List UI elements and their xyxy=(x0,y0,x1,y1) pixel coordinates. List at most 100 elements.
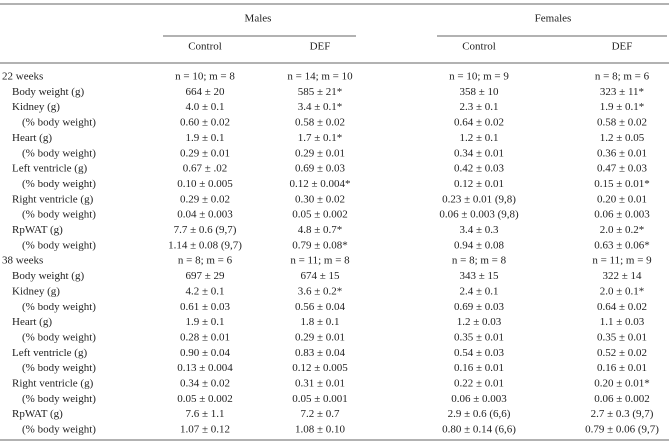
cell: n = 10; m = 8 xyxy=(175,71,235,83)
row-label: Heart (g) xyxy=(12,316,52,328)
cell: 0.83 ± 0.04 xyxy=(295,347,346,359)
cell: 3.4 ± 0.3 xyxy=(459,224,499,236)
cell: 1.07 ± 0.12 xyxy=(180,424,230,436)
cell: 0.58 ± 0.02 xyxy=(295,117,345,129)
cell: 0.20 ± 0.01* xyxy=(594,378,650,390)
cell: 1.8 ± 0.1 xyxy=(300,316,339,328)
row-label: RpWAT (g) xyxy=(12,408,63,420)
cell: 4.8 ± 0.7* xyxy=(298,224,343,236)
cell: 0.30 ± 0.02 xyxy=(295,193,345,205)
cell: 4.0 ± 0.1 xyxy=(185,101,224,113)
cell: 0.79 ± 0.06 (9,7) xyxy=(585,424,659,436)
cell: 0.20 ± 0.01 xyxy=(597,193,647,205)
cell: 0.61 ± 0.03 xyxy=(180,301,231,313)
cell: 2.3 ± 0.1 xyxy=(459,101,498,113)
cell: 0.12 ± 0.005 xyxy=(292,362,348,374)
cell: 664 ± 20 xyxy=(185,86,225,98)
cell: n = 8; m = 8 xyxy=(452,255,507,267)
cell: 0.79 ± 0.08* xyxy=(292,239,348,251)
cell: 0.90 ± 0.04 xyxy=(180,347,231,359)
cell: 0.28 ± 0.01 xyxy=(180,331,230,343)
cell: 1.7 ± 0.1* xyxy=(298,132,343,144)
cell: 322 ± 14 xyxy=(602,270,642,282)
cell: n = 11; m = 8 xyxy=(290,255,350,267)
column-header: DEF xyxy=(612,41,633,53)
section-label: 22 weeks xyxy=(2,71,43,83)
cell: 0.05 ± 0.002 xyxy=(292,209,348,221)
cell: 0.69 ± 0.03 xyxy=(295,163,346,175)
cell: 0.36 ± 0.01 xyxy=(597,147,647,159)
cell: 0.35 ± 0.01 xyxy=(454,331,504,343)
cell: 697 ± 29 xyxy=(185,270,225,282)
row-label: RpWAT (g) xyxy=(12,224,63,236)
cell: 2.0 ± 0.2* xyxy=(600,224,645,236)
cell: 1.9 ± 0.1 xyxy=(185,316,224,328)
cell: 4.2 ± 0.1 xyxy=(185,285,224,297)
row-sublabel: (% body weight) xyxy=(22,362,96,374)
row-label: Body weight (g) xyxy=(12,86,84,98)
cell: 3.6 ± 0.2* xyxy=(298,285,343,297)
cell: 1.2 ± 0.1 xyxy=(459,132,498,144)
row-label: Left ventricle (g) xyxy=(12,163,87,175)
cell: 0.12 ± 0.01 xyxy=(454,178,504,190)
cell: 0.34 ± 0.02 xyxy=(180,378,230,390)
group-header: Females xyxy=(535,13,572,25)
cell: 0.52 ± 0.02 xyxy=(597,347,647,359)
cell: 1.2 ± 0.05 xyxy=(600,132,645,144)
cell: 0.10 ± 0.005 xyxy=(177,178,233,190)
cell: 0.23 ± 0.01 (9,8) xyxy=(442,193,516,205)
cell: 3.4 ± 0.1* xyxy=(298,101,343,113)
cell: 0.64 ± 0.02 xyxy=(597,301,647,313)
cell: 0.35 ± 0.01 xyxy=(597,331,647,343)
cell: 0.94 ± 0.08 xyxy=(454,239,505,251)
cell: 0.29 ± 0.01 xyxy=(295,331,345,343)
cell: 7.2 ± 0.7 xyxy=(300,408,340,420)
row-sublabel: (% body weight) xyxy=(22,209,96,221)
row-label: Body weight (g) xyxy=(12,270,84,282)
cell: 343 ± 15 xyxy=(459,270,499,282)
cell: 2.4 ± 0.1 xyxy=(459,285,498,297)
column-header: Control xyxy=(462,41,496,53)
cell: 0.64 ± 0.02 xyxy=(454,117,504,129)
cell: 0.12 ± 0.004* xyxy=(289,178,350,190)
cell: 0.05 ± 0.002 xyxy=(177,393,233,405)
row-sublabel: (% body weight) xyxy=(22,117,96,129)
cell: 2.9 ± 0.6 (6,6) xyxy=(448,408,511,420)
row-sublabel: (% body weight) xyxy=(22,301,96,313)
cell: 0.06 ± 0.003 xyxy=(451,393,507,405)
column-header: Control xyxy=(188,41,222,53)
cell: 0.06 ± 0.003 (9,8) xyxy=(439,209,519,221)
section-label: 38 weeks xyxy=(2,255,43,267)
row-label: Kidney (g) xyxy=(12,285,60,297)
row-sublabel: (% body weight) xyxy=(22,147,96,159)
cell: n = 8; m = 6 xyxy=(595,71,650,83)
row-label: Kidney (g) xyxy=(12,101,60,113)
cell: 1.9 ± 0.1 xyxy=(185,132,224,144)
cell: n = 8; m = 6 xyxy=(178,255,233,267)
cell: 0.13 ± 0.004 xyxy=(177,362,233,374)
row-sublabel: (% body weight) xyxy=(22,331,96,343)
cell: 0.06 ± 0.002 xyxy=(594,393,650,405)
cell: 0.06 ± 0.003 xyxy=(594,209,650,221)
row-label: Right ventricle (g) xyxy=(12,378,94,390)
row-label: Heart (g) xyxy=(12,132,52,144)
row-sublabel: (% body weight) xyxy=(22,239,96,251)
group-header: Males xyxy=(245,13,272,25)
cell: 7.7 ± 0.6 (9,7) xyxy=(174,224,237,236)
cell: 0.80 ± 0.14 (6,6) xyxy=(442,424,516,436)
cell: 358 ± 10 xyxy=(459,86,499,98)
column-header: DEF xyxy=(310,41,331,53)
cell: 1.2 ± 0.03 xyxy=(457,316,502,328)
cell: 1.08 ± 0.10 xyxy=(295,424,346,436)
cell: 323 ± 11* xyxy=(600,86,644,98)
cell: 674 ± 15 xyxy=(300,270,340,282)
cell: 0.58 ± 0.02 xyxy=(597,117,647,129)
row-sublabel: (% body weight) xyxy=(22,393,96,405)
cell: 0.15 ± 0.01* xyxy=(594,178,650,190)
cell: 0.05 ± 0.001 xyxy=(292,393,348,405)
row-sublabel: (% body weight) xyxy=(22,178,96,190)
cell: 0.16 ± 0.01 xyxy=(597,362,647,374)
cell: 0.29 ± 0.01 xyxy=(295,147,345,159)
cell: 0.04 ± 0.003 xyxy=(177,209,233,221)
cell: n = 11; m = 9 xyxy=(592,255,652,267)
